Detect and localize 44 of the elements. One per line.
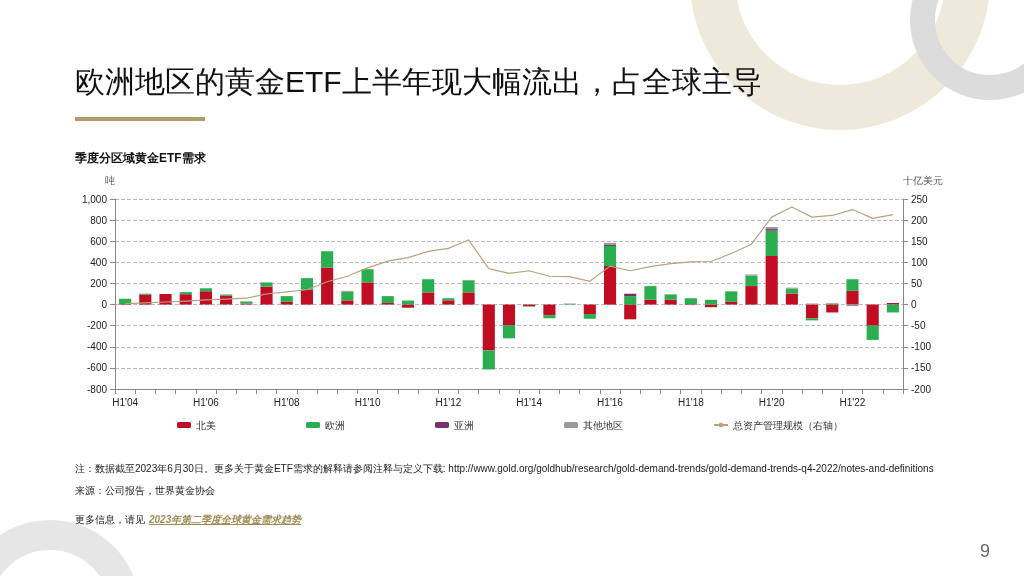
y-tick-label: 600 — [90, 235, 108, 247]
y-tick-label: 800 — [90, 214, 108, 226]
text: 注：数据截至2023年6月30日。更多关于黄金ETF需求的解释请参阅注释与定义下载: http://www.gold.org/goldhub/research/gold-demand-trends/gold-demand-trends-q4-2022/notes-and-definitions — [75, 462, 934, 476]
y2-axis-title: 十亿美元 — [903, 174, 943, 186]
x-tick-label: H1'10 — [354, 396, 381, 408]
y-tick-label: 0 — [101, 299, 108, 311]
y2-tick-label: 200 — [911, 214, 929, 226]
y-tick-label: 200 — [90, 277, 108, 289]
text: 9 — [980, 541, 991, 562]
y2-tick-label: 50 — [911, 277, 923, 289]
y2-tick-label: 150 — [911, 235, 929, 247]
y-tick-label: -200 — [86, 320, 108, 332]
y2-tick-label: 100 — [911, 256, 929, 268]
text: 更多信息，请见 — [75, 514, 145, 525]
legend-label: 总资产管理规模（右轴） — [732, 419, 843, 431]
x-tick-label: H1'22 — [839, 396, 866, 408]
y2-tick-label: -100 — [911, 341, 932, 353]
x-tick-label: H1'18 — [677, 396, 705, 408]
legend-label: 其他地区 — [583, 419, 623, 431]
y-tick-label: 400 — [90, 256, 108, 268]
legend-label: 北美 — [196, 419, 216, 431]
legend-label: 欧洲 — [325, 419, 345, 431]
y2-tick-label: -200 — [911, 383, 932, 395]
source-note: 来源：公司报告，世界黄金协会 — [75, 484, 215, 498]
y2-tick-label: 250 — [911, 193, 929, 205]
y2-tick-label: -150 — [911, 362, 932, 374]
y-tick-label: 1,000 — [81, 193, 108, 205]
y2-tick-label: -50 — [911, 320, 926, 332]
y-tick-label: -600 — [86, 362, 108, 374]
legend-label: 亚洲 — [454, 419, 474, 431]
x-tick-label: H1'06 — [193, 396, 220, 408]
y-tick-label: -800 — [86, 383, 108, 395]
chart-title: 欧洲地区的黄金ETF上半年现大幅流出，占全球主导 — [75, 64, 762, 100]
x-tick-label: H1'04 — [112, 396, 139, 408]
x-tick-label: H1'16 — [597, 396, 624, 408]
y-tick-label: -400 — [86, 341, 108, 353]
chart-subtitle: 季度分区域黄金ETF需求 — [75, 150, 206, 167]
y2-tick-label: 0 — [911, 299, 917, 311]
y-axis-title: 吨 — [105, 174, 115, 186]
x-tick-label: H1'08 — [273, 396, 301, 408]
x-tick-label: H1'14 — [516, 396, 543, 408]
x-tick-label: H1'12 — [435, 396, 462, 408]
text: 2023年第二季度全球黄金需求趋势 — [149, 514, 302, 525]
x-tick-label: H1'20 — [758, 396, 786, 408]
